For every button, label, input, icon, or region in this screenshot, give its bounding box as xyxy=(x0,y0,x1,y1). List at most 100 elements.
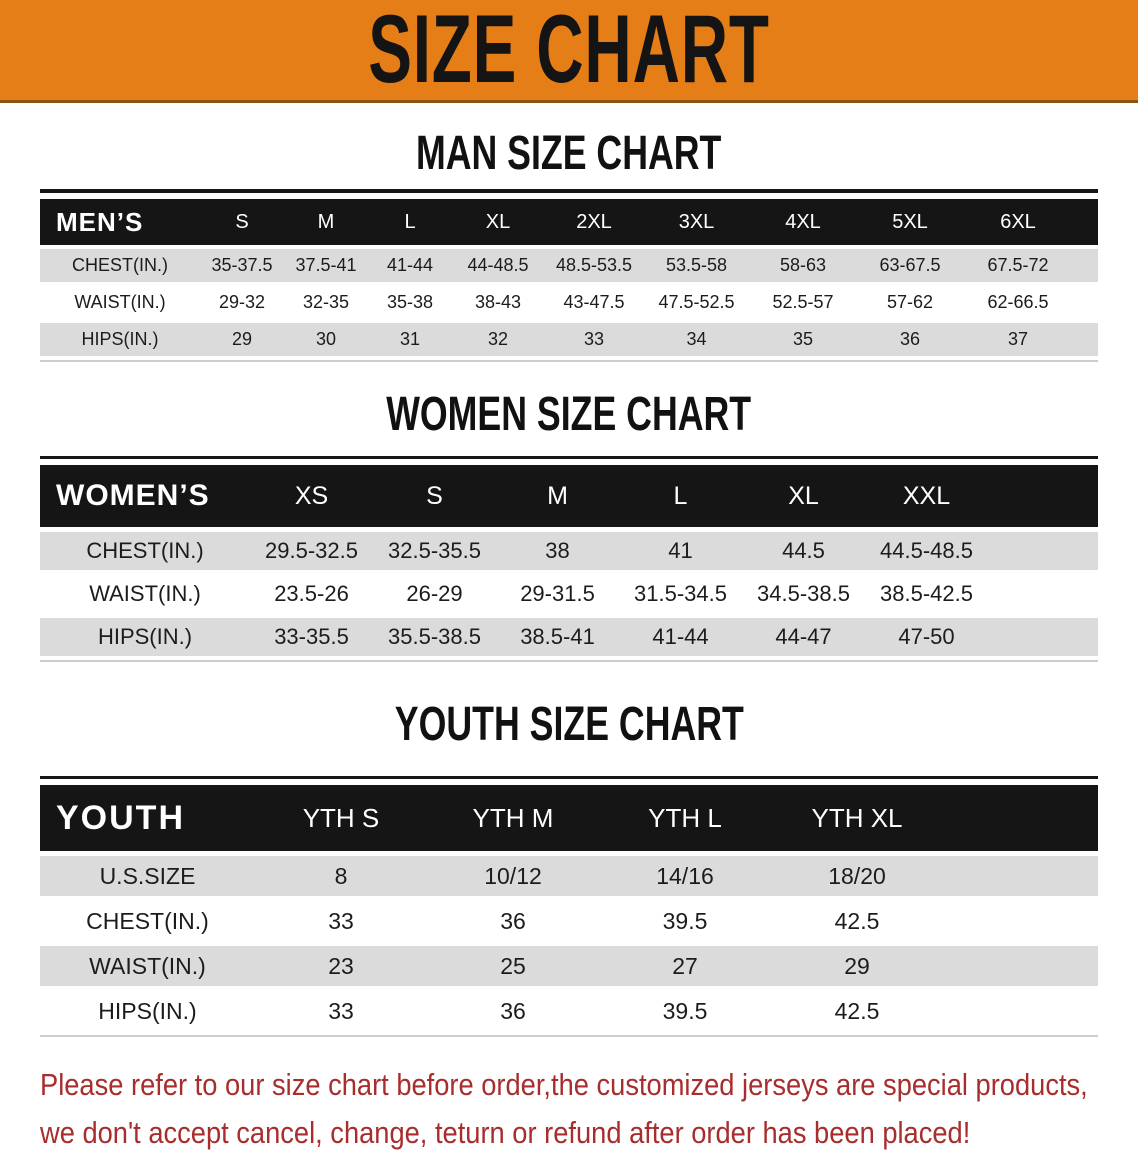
size-cell: 38.5-42.5 xyxy=(880,581,973,606)
men-hips-row: HIPS(IN.) 29 30 31 32 33 34 35 36 37 xyxy=(40,323,1098,356)
size-cell: 42.5 xyxy=(834,997,880,1024)
women-header-size-l: L xyxy=(673,481,688,510)
size-cell: 58-63 xyxy=(779,255,827,275)
row-label: HIPS(IN.) xyxy=(97,624,193,649)
men-table-topline xyxy=(40,189,1098,193)
size-cell: 14/16 xyxy=(656,862,714,889)
size-cell: 26-29 xyxy=(406,581,463,606)
size-cell: 34.5-38.5 xyxy=(757,581,850,606)
size-cell: 32.5-35.5 xyxy=(388,538,481,563)
men-header-size-s: S xyxy=(235,210,249,233)
men-header-label: MEN’S xyxy=(56,206,144,237)
men-header-size-4xl: 4XL xyxy=(785,210,821,233)
size-cell: 67.5-72 xyxy=(987,255,1049,275)
size-cell: 38-43 xyxy=(474,292,522,312)
size-cell: 32 xyxy=(487,329,509,349)
size-cell: 8 xyxy=(334,862,348,889)
row-label: WAIST(IN.) xyxy=(89,581,201,606)
size-cell: 31.5-34.5 xyxy=(634,581,727,606)
size-cell: 39.5 xyxy=(662,997,708,1024)
youth-header-size-l: YTH L xyxy=(648,802,722,833)
size-cell: 35-38 xyxy=(386,292,434,312)
size-cell: 41 xyxy=(668,538,693,563)
row-label: WAIST(IN.) xyxy=(74,292,166,312)
size-cell: 33 xyxy=(328,997,354,1024)
youth-hips-row: HIPS(IN.) 33 36 39.5 42.5 xyxy=(40,991,1098,1031)
size-cell: 34 xyxy=(686,329,707,349)
women-header-label: WOMEN’S xyxy=(56,479,210,512)
men-size-table: MEN’S S M L XL 2XL 3XL 4XL 5XL 6XL CHEST… xyxy=(40,199,1098,356)
women-hips-row: HIPS(IN.) 33-35.5 35.5-38.5 38.5-41 41-4… xyxy=(40,618,1098,656)
disclaimer-line-2: we don't accept cancel, change, teturn o… xyxy=(40,1115,971,1150)
youth-section-title-wrap: YOUTH SIZE CHART xyxy=(0,696,1138,751)
row-label: WAIST(IN.) xyxy=(89,952,206,979)
size-cell: 35.5-38.5 xyxy=(388,624,481,649)
size-cell: 35 xyxy=(792,329,814,349)
size-cell: 10/12 xyxy=(484,862,542,889)
size-cell: 41-44 xyxy=(386,255,434,275)
men-table-bottomline xyxy=(40,360,1098,362)
women-header-size-xxl: XXL xyxy=(902,481,951,510)
size-cell: 33 xyxy=(583,329,605,349)
men-header-size-l: L xyxy=(404,210,416,233)
youth-chest-row: CHEST(IN.) 33 36 39.5 42.5 xyxy=(40,901,1098,941)
men-header-size-6xl: 6XL xyxy=(1000,210,1036,233)
row-label: HIPS(IN.) xyxy=(81,329,159,349)
youth-header-size-s: YTH S xyxy=(302,802,380,833)
disclaimer-note: Please refer to our size chart before or… xyxy=(40,1061,1138,1157)
women-header-size-xl: XL xyxy=(788,481,819,510)
men-header-size-5xl: 5XL xyxy=(892,210,928,233)
size-cell: 36 xyxy=(500,997,526,1024)
size-cell: 23.5-26 xyxy=(274,581,349,606)
size-cell: 39.5 xyxy=(662,907,708,934)
men-waist-row: WAIST(IN.) 29-32 32-35 35-38 38-43 43-47… xyxy=(40,286,1098,319)
size-cell: 30 xyxy=(315,329,337,349)
size-cell: 33 xyxy=(328,907,354,934)
size-cell: 29-32 xyxy=(218,292,266,312)
men-header-size-xl: XL xyxy=(485,210,511,233)
size-cell: 38 xyxy=(545,538,570,563)
size-cell: 35-37.5 xyxy=(211,255,273,275)
youth-header-size-m: YTH M xyxy=(472,802,554,833)
youth-table-topline xyxy=(40,776,1098,779)
men-section-title: MAN SIZE CHART xyxy=(416,125,722,180)
women-header-size-xs: XS xyxy=(294,481,329,510)
women-section-title-wrap: WOMEN SIZE CHART xyxy=(0,386,1138,441)
women-chest-row: CHEST(IN.) 29.5-32.5 32.5-35.5 38 41 44.… xyxy=(40,532,1098,570)
men-section-title-wrap: MAN SIZE CHART xyxy=(0,125,1138,180)
youth-size-table: YOUTH YTH S YTH M YTH L YTH XL U.S.SIZE … xyxy=(40,785,1098,1031)
youth-header-label: YOUTH xyxy=(56,798,185,837)
size-cell: 31 xyxy=(399,329,421,349)
men-table-header-row: MEN’S S M L XL 2XL 3XL 4XL 5XL 6XL xyxy=(40,199,1098,245)
men-chest-row: CHEST(IN.) 35-37.5 37.5-41 41-44 44-48.5… xyxy=(40,249,1098,282)
row-label: CHEST(IN.) xyxy=(86,907,209,934)
youth-section-title: YOUTH SIZE CHART xyxy=(394,696,744,751)
size-cell: 25 xyxy=(500,952,526,979)
size-cell: 41-44 xyxy=(652,624,709,649)
size-cell: 33-35.5 xyxy=(274,624,349,649)
size-cell: 27 xyxy=(672,952,698,979)
size-cell: 37 xyxy=(1007,329,1029,349)
size-cell: 18/20 xyxy=(828,862,886,889)
row-label: U.S.SIZE xyxy=(99,862,196,889)
row-label: CHEST(IN.) xyxy=(72,255,168,275)
women-size-table: WOMEN’S XS S M L XL XXL CHEST(IN.) 29.5-… xyxy=(40,465,1098,656)
size-cell: 29 xyxy=(231,329,253,349)
size-cell: 47-50 xyxy=(898,624,955,649)
women-section-title: WOMEN SIZE CHART xyxy=(386,386,752,441)
women-table-topline xyxy=(40,456,1098,459)
size-cell: 44.5-48.5 xyxy=(880,538,973,563)
size-cell: 29-31.5 xyxy=(520,581,595,606)
size-cell: 57-62 xyxy=(886,292,934,312)
size-cell: 44.5 xyxy=(782,538,825,563)
size-cell: 29 xyxy=(844,952,870,979)
women-table-bottomline xyxy=(40,660,1098,662)
size-cell: 48.5-53.5 xyxy=(555,255,633,275)
size-cell: 23 xyxy=(328,952,354,979)
youth-header-size-xl: YTH XL xyxy=(811,802,903,833)
men-header-size-2xl: 2XL xyxy=(576,210,612,233)
size-cell: 44-47 xyxy=(775,624,832,649)
women-header-size-s: S xyxy=(426,481,443,510)
size-cell: 62-66.5 xyxy=(987,292,1049,312)
